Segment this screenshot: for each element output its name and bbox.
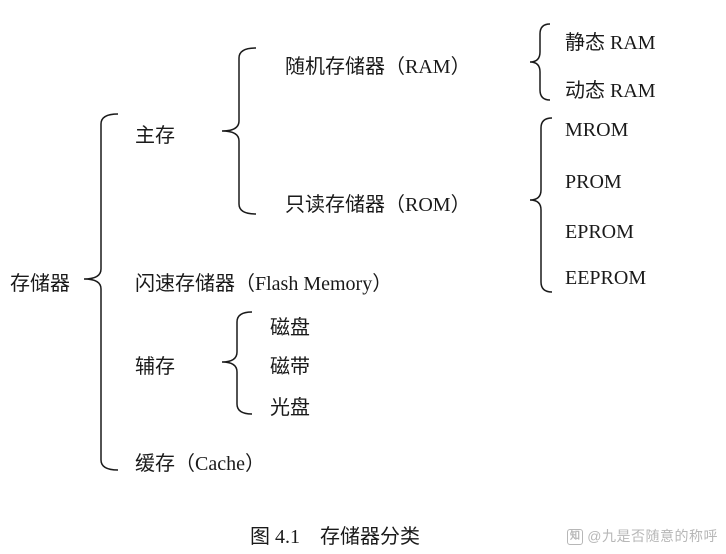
node-disk: 磁盘 — [270, 311, 310, 340]
figure-caption: 图 4.1 存储器分类 — [250, 520, 420, 549]
brace-ram — [530, 24, 550, 100]
brace-main — [222, 48, 256, 214]
node-eeprom: EEPROM — [565, 267, 646, 290]
node-tape: 磁带 — [270, 350, 310, 379]
node-root: 存储器 — [10, 267, 70, 296]
node-prom: PROM — [565, 171, 622, 194]
brace-rom — [530, 118, 552, 292]
node-optic: 光盘 — [270, 391, 310, 420]
watermark: 知@九是否随意的称呼 — [567, 526, 718, 546]
node-rom: 只读存储器（ROM） — [285, 188, 471, 217]
node-main: 主存 — [135, 119, 175, 148]
brace-aux — [222, 312, 252, 414]
node-flash: 闪速存储器（Flash Memory） — [135, 267, 392, 296]
node-eprom: EPROM — [565, 221, 634, 244]
node-mrom: MROM — [565, 119, 628, 142]
watermark-text: @九是否随意的称呼 — [587, 528, 718, 544]
node-aux: 辅存 — [135, 350, 175, 379]
node-sram: 静态 RAM — [565, 26, 656, 55]
brace-root — [84, 114, 118, 470]
node-ram: 随机存储器（RAM） — [285, 50, 471, 79]
node-dram: 动态 RAM — [565, 74, 656, 103]
zhihu-icon: 知 — [567, 529, 583, 545]
node-cache: 缓存（Cache） — [135, 447, 265, 476]
